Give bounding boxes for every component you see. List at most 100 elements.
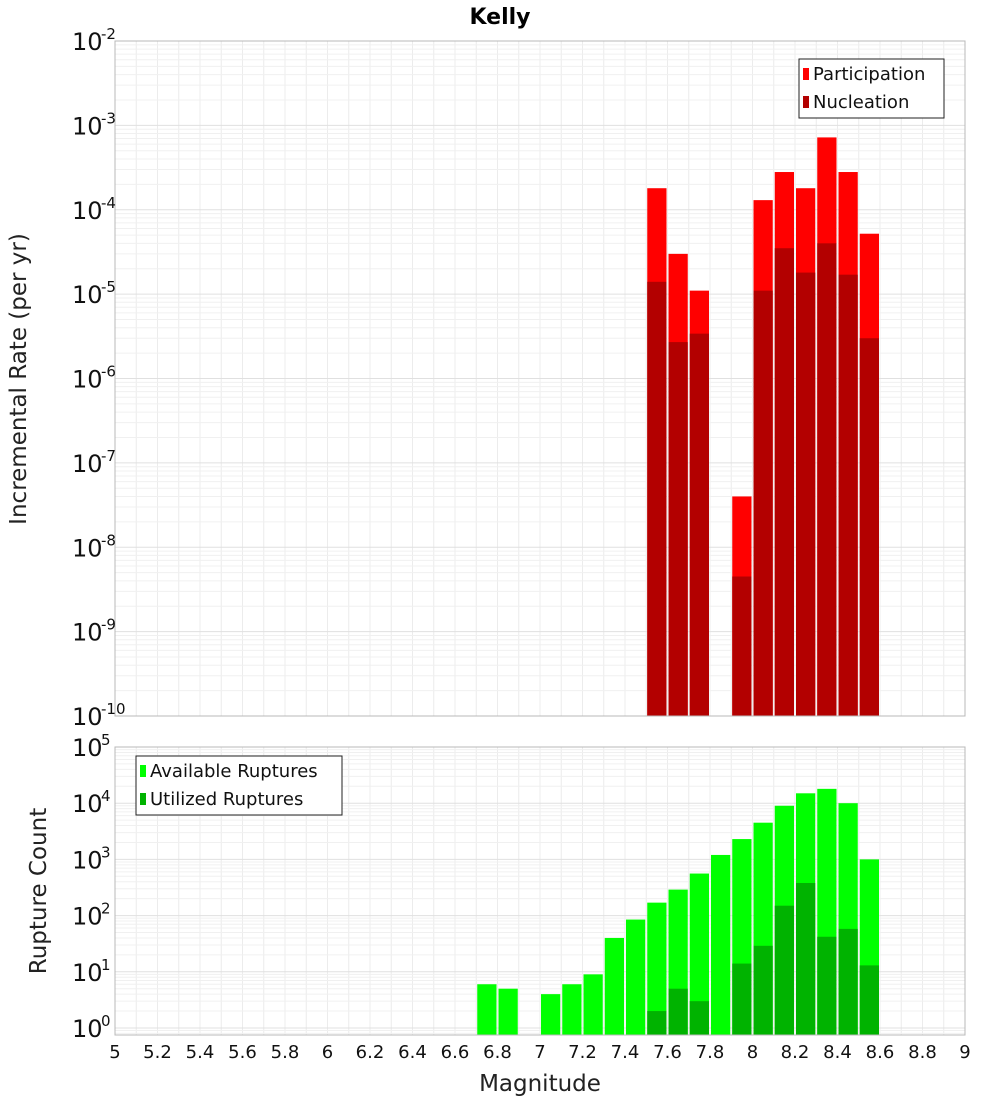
- bottom-y-tick-label: 10: [72, 903, 103, 931]
- x-tick-label: 7.6: [653, 1042, 682, 1063]
- x-tick-label: 7.8: [696, 1042, 725, 1063]
- utilized-ruptures-bar: [689, 1001, 709, 1035]
- x-tick-label: 8.2: [781, 1042, 810, 1063]
- bottom-y-tick-exponent: 3: [101, 843, 111, 861]
- utilized-ruptures-bar: [668, 988, 688, 1035]
- x-axis-label: Magnitude: [479, 1071, 601, 1097]
- top-legend-box: [798, 58, 945, 119]
- utilized-ruptures-bar: [647, 1011, 667, 1035]
- nucleation-bar: [838, 274, 858, 716]
- utilized-ruptures-bar: [732, 963, 752, 1035]
- top-y-tick-exponent: -9: [101, 616, 116, 634]
- x-tick-label: 8.6: [866, 1042, 895, 1063]
- top-y-tick-exponent: -6: [101, 363, 116, 381]
- x-tick-label: 7.2: [568, 1042, 597, 1063]
- available-ruptures-bar: [562, 984, 582, 1035]
- nucleation-bar: [689, 333, 709, 716]
- nucleation-bar: [817, 243, 837, 717]
- top-y-tick-exponent: -4: [101, 194, 116, 212]
- top-y-tick-exponent: -7: [101, 447, 116, 465]
- top-y-tick-label: 10: [72, 366, 103, 394]
- utilized-ruptures-bar: [796, 883, 816, 1035]
- top-plot-frame: [114, 40, 966, 717]
- x-tick-label: 5.2: [143, 1042, 172, 1063]
- nucleation-bar: [732, 576, 752, 716]
- top-y-tick-label: 10: [72, 534, 103, 562]
- x-tick-label: 5: [109, 1042, 120, 1063]
- bottom-series-utilized-ruptures: [647, 883, 879, 1035]
- bottom-legend: Available Ruptures Utilized Ruptures: [135, 755, 343, 816]
- x-tick-label: 8.4: [823, 1042, 852, 1063]
- available-ruptures-bar: [689, 873, 709, 1035]
- nucleation-legend-swatch: [803, 96, 809, 108]
- x-tick-label: 5.4: [186, 1042, 215, 1063]
- top-y-tick-label: 10: [72, 28, 103, 56]
- available-ruptures-bar: [477, 984, 497, 1035]
- top-y-tick-exponent: -3: [101, 109, 116, 127]
- bottom-y-tick-exponent: 5: [101, 731, 111, 749]
- top-y-tick-label: 10: [72, 197, 103, 225]
- bottom-plot-frame: [114, 746, 966, 1036]
- top-y-tick-exponent: -10: [101, 700, 126, 718]
- x-tick-label: 6.6: [441, 1042, 470, 1063]
- x-tick-label: 6.2: [356, 1042, 385, 1063]
- available-ruptures-legend-label: Available Ruptures: [150, 761, 318, 782]
- top-y-tick-label: 10: [72, 619, 103, 647]
- x-tick-label: 7.4: [611, 1042, 640, 1063]
- participation-nucleation-panel: 10-1010-910-810-710-610-510-410-310-2Par…: [72, 25, 966, 731]
- bottom-legend-box: [135, 755, 343, 816]
- top-y-tick-exponent: -5: [101, 278, 116, 296]
- top-y-tick-label: 10: [72, 281, 103, 309]
- top-grid: [115, 41, 965, 716]
- x-tick-label: 5.8: [271, 1042, 300, 1063]
- x-tick-label: 6.4: [398, 1042, 427, 1063]
- bottom-y-axis-label: Rupture Count: [26, 808, 52, 974]
- utilized-ruptures-legend-swatch: [140, 793, 146, 805]
- available-ruptures-bar: [498, 988, 518, 1035]
- bottom-y-tick-exponent: 0: [101, 1012, 111, 1030]
- top-y-axis-label: Incremental Rate (per yr): [6, 233, 32, 525]
- participation-legend-swatch: [803, 68, 809, 80]
- available-ruptures-bar: [604, 937, 624, 1035]
- top-y-tick-exponent: -8: [101, 531, 116, 549]
- bottom-y-tick-exponent: 4: [101, 787, 111, 805]
- x-tick-label: 7: [534, 1042, 545, 1063]
- bottom-y-tick-exponent: 1: [101, 956, 111, 974]
- participation-legend-label: Participation: [813, 64, 925, 85]
- available-ruptures-bar: [626, 919, 646, 1035]
- top-y-tick-label: 10: [72, 450, 103, 478]
- nucleation-bar: [774, 248, 794, 717]
- x-tick-label: 8: [747, 1042, 758, 1063]
- nucleation-bar: [753, 290, 773, 716]
- utilized-ruptures-bar: [859, 965, 879, 1035]
- top-y-tick-exponent: -2: [101, 25, 116, 43]
- x-tick-label: 8.8: [908, 1042, 937, 1063]
- nucleation-bar: [647, 281, 667, 716]
- available-ruptures-bar: [711, 854, 731, 1035]
- available-ruptures-bar: [541, 994, 561, 1035]
- bottom-y-tick-label: 10: [72, 790, 103, 818]
- top-series-nucleation: [647, 243, 879, 717]
- available-ruptures-bar: [583, 974, 603, 1035]
- utilized-ruptures-bar: [817, 936, 837, 1035]
- nucleation-bar: [796, 272, 816, 716]
- top-y-tick-label: 10: [72, 703, 103, 731]
- bottom-x-tick-labels: 5 5.2 5.4 5.6 5.8 6 6.2 6.4 6.6 6.8 7 7.2 7.4 7.6 7.8 8…: [109, 1042, 970, 1063]
- nucleation-bar: [668, 342, 688, 716]
- bottom-y-tick-label: 10: [72, 734, 103, 762]
- utilized-ruptures-bar: [838, 928, 858, 1035]
- available-ruptures-legend-swatch: [140, 765, 146, 777]
- top-legend: Participation Nucleation: [798, 58, 945, 119]
- bottom-y-tick-label: 10: [72, 1015, 103, 1043]
- x-tick-label: 9: [959, 1042, 970, 1063]
- utilized-ruptures-legend-label: Utilized Ruptures: [150, 789, 303, 810]
- nucleation-bar: [859, 338, 879, 716]
- bottom-y-tick-label: 10: [72, 959, 103, 987]
- x-tick-label: 5.6: [228, 1042, 257, 1063]
- x-tick-label: 6.8: [483, 1042, 512, 1063]
- utilized-ruptures-bar: [774, 905, 794, 1035]
